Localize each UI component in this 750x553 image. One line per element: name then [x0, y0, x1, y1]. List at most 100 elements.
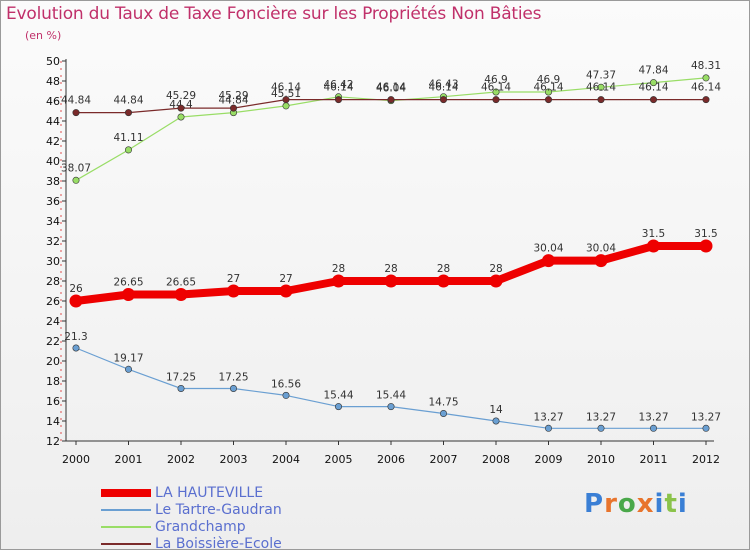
data-label: 26.65 [166, 277, 196, 289]
x-tick-label: 2003 [220, 453, 248, 466]
data-label: 46.04 [376, 83, 406, 95]
legend-swatch [101, 489, 151, 497]
data-point [125, 365, 133, 373]
data-label: 46.42 [323, 79, 353, 91]
data-point [594, 254, 608, 268]
y-tick-label: 40 [46, 155, 60, 168]
logo-letter: t [664, 489, 678, 519]
x-tick-label: 2008 [482, 453, 510, 466]
x-tick-label: 2002 [167, 453, 195, 466]
data-point [597, 83, 605, 91]
y-tick-label: 16 [46, 395, 60, 408]
x-tick-label: 2006 [377, 453, 405, 466]
data-label: 16.56 [271, 378, 301, 390]
data-point [492, 96, 500, 104]
data-point [647, 239, 660, 253]
y-unit-label: (en %) [25, 29, 62, 42]
x-tick-label: 2005 [325, 453, 353, 466]
data-label: 44.84 [113, 95, 143, 107]
data-label: 31.5 [694, 228, 717, 240]
data-point [177, 104, 185, 112]
data-point [332, 274, 345, 288]
data-label: 13.27 [533, 411, 563, 423]
data-label: 13.27 [586, 411, 616, 423]
data-label: 46.14 [586, 82, 616, 94]
data-label: 46.14 [533, 82, 563, 94]
data-label: 13.27 [638, 411, 668, 423]
data-point [489, 274, 503, 288]
data-label: 26 [69, 283, 83, 295]
data-label: 28 [437, 263, 450, 275]
legend-label: La Boissière-Ecole [155, 536, 282, 552]
data-label: 46.14 [271, 82, 301, 94]
data-label: 15.44 [376, 390, 406, 402]
logo-letter: r [604, 489, 618, 519]
data-point [334, 96, 342, 104]
y-tick-label: 48 [46, 75, 60, 88]
data-point [282, 102, 290, 110]
y-tick-label: 46 [46, 95, 60, 108]
data-point [699, 239, 713, 253]
data-label: 17.25 [166, 372, 196, 384]
x-tick-label: 2004 [272, 453, 300, 466]
logo-letter: i [677, 489, 688, 519]
y-tick-label: 36 [46, 195, 60, 208]
data-point [125, 146, 133, 154]
data-point [177, 384, 185, 392]
data-label: 17.25 [218, 372, 248, 384]
logo-letter: P [584, 489, 605, 519]
data-label: 14.75 [428, 397, 458, 409]
proxiti-logo: Proxiti [584, 489, 688, 519]
y-tick-label: 28 [46, 275, 60, 288]
data-label: 48.31 [691, 60, 721, 72]
data-point [492, 88, 500, 96]
data-point [702, 424, 710, 432]
data-point [649, 424, 657, 432]
data-point [437, 274, 450, 288]
data-point [544, 88, 552, 96]
data-label: 46.14 [638, 82, 668, 94]
data-label: 46.9 [537, 74, 560, 86]
data-point [122, 288, 135, 301]
data-point [387, 96, 395, 104]
y-tick-label: 14 [46, 415, 60, 428]
data-point [542, 254, 555, 268]
data-point [597, 96, 605, 104]
data-point [72, 176, 80, 184]
y-tick-label: 12 [46, 435, 60, 448]
data-point [384, 274, 398, 288]
data-label: 38.07 [61, 162, 91, 174]
data-point [282, 96, 290, 104]
data-label: 26.65 [113, 277, 143, 289]
y-tick-label: 26 [46, 295, 60, 308]
data-label: 28 [384, 263, 397, 275]
data-point [649, 79, 657, 87]
y-tick-label: 34 [46, 215, 60, 228]
y-tick-label: 44 [46, 115, 60, 128]
x-tick-label: 2007 [430, 453, 458, 466]
chart-plot: 12 14 16 18 20 22 24 26 28 30 32 34 36 38 40 42 44 46 48 50… [46, 55, 721, 466]
data-label: 15.44 [323, 390, 353, 402]
data-label: 46.43 [428, 79, 458, 91]
data-label: 45.51 [271, 88, 301, 100]
data-point [282, 391, 290, 399]
data-label: 21.3 [64, 331, 87, 343]
data-label: 28 [489, 263, 502, 275]
data-point [702, 96, 710, 104]
data-point [230, 384, 238, 392]
data-point [334, 403, 342, 411]
logo-letter: i [654, 489, 665, 519]
logo-letter: o [617, 489, 637, 519]
data-label: 13.27 [691, 411, 721, 423]
data-point [387, 403, 395, 411]
legend-label: Le Tartre-Gaudran [155, 502, 282, 518]
data-label: 46.14 [323, 82, 353, 94]
y-tick-label: 30 [46, 255, 60, 268]
x-tick-label: 2012 [692, 453, 720, 466]
data-point [702, 74, 710, 82]
data-label: 46.14 [691, 82, 721, 94]
y-tick-label: 22 [46, 335, 60, 348]
data-point [279, 284, 293, 298]
data-label: 46.14 [481, 82, 511, 94]
